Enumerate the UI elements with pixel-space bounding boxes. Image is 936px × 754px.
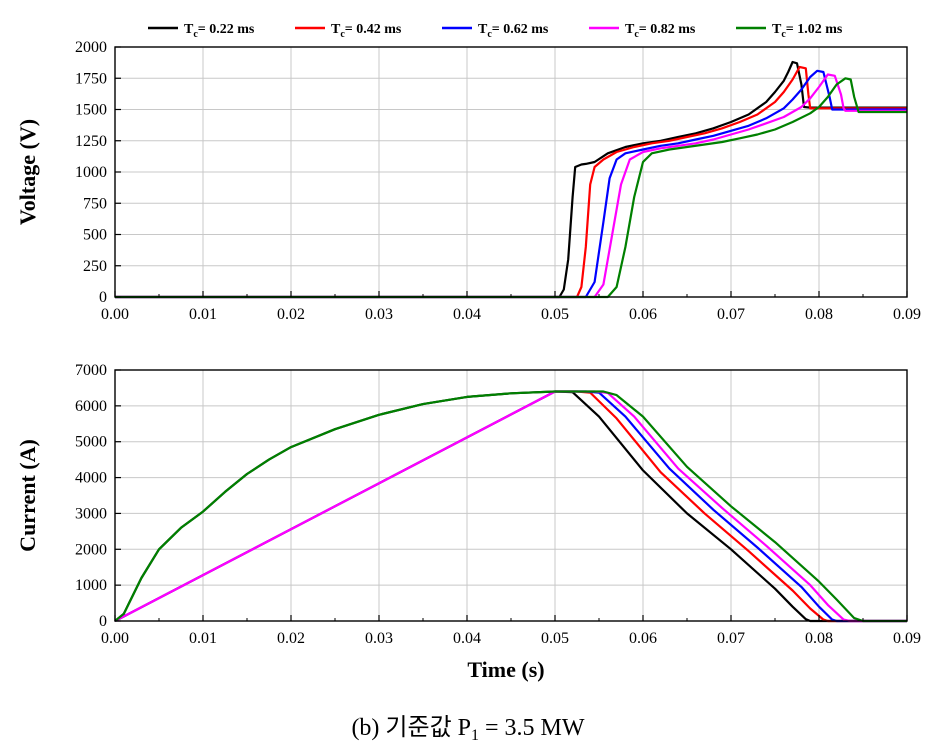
x-tick-label: 0.07 [717,630,745,647]
figure-caption: (b) 기준값 P1 = 3.5 MW [351,714,584,744]
y-tick-label: 1250 [75,133,107,150]
current-panel: 0.00 0.01 0.02 0.03 0.04 0.05 0.06 0.07 0.08 0.09… [15,362,921,682]
x-tick-label: 0.09 [893,306,921,323]
series-line-1 [115,65,907,299]
y-tick-label: 6000 [75,398,107,415]
caption-main: (b) 기준값 P [351,714,471,741]
x-tick-label: 0.02 [277,630,305,647]
legend-label-4: Tc= 1.02 ms [772,22,843,40]
x-tick-label: 0.00 [101,306,129,323]
y-tick-label: 1000 [75,164,107,181]
series-line-0 [115,60,907,299]
x-tick-label: 0.07 [717,306,745,323]
x-tick-label: 0.09 [893,630,921,647]
y-tick-label: 250 [83,258,107,275]
x-tick-label: 0.01 [189,306,217,323]
x-tick-label: 0.03 [365,630,393,647]
y-axis-label: Voltage (V) [15,119,40,225]
y-tick-label: 1750 [75,70,107,87]
y-tick-label: 2000 [75,541,107,558]
x-tick-label: 0.05 [541,630,569,647]
y-tick-label: 3000 [75,505,107,522]
x-axis-label: Time (s) [467,657,544,682]
x-tick-label: 0.03 [365,306,393,323]
y-tick-label: 7000 [75,362,107,379]
x-tick-label: 0.00 [101,630,129,647]
y-axis-label: Current (A) [15,439,40,552]
x-tick-label: 0.05 [541,306,569,323]
series-line-2 [115,69,907,299]
legend-label-1: Tc= 0.42 ms [331,22,402,40]
legend-label-3: Tc= 0.82 ms [625,22,696,40]
y-tick-label: 4000 [75,470,107,487]
x-tick-label: 0.08 [805,630,833,647]
y-tick-label: 5000 [75,434,107,451]
y-tick-label: 750 [83,195,107,212]
plot-area [115,370,907,621]
legend-label-2: Tc= 0.62 ms [478,22,549,40]
y-tick-label: 0 [99,613,107,630]
series-line-3 [115,73,907,299]
y-tick-label: 1000 [75,577,107,594]
series-line-4 [115,77,907,299]
y-tick-label: 0 [99,289,107,306]
x-tick-label: 0.02 [277,306,305,323]
legend: Tc= 0.22 ms Tc= 0.42 ms Tc= 0.62 ms Tc= 0.8… [148,22,843,40]
y-tick-label: 2000 [75,39,107,56]
series-line-4 [114,390,907,623]
x-tick-label: 0.08 [805,306,833,323]
x-tick-label: 0.01 [189,630,217,647]
legend-label-0: Tc= 0.22 ms [184,22,255,40]
y-tick-label: 1500 [75,102,107,119]
caption-sub: 1 [471,727,479,744]
x-tick-label: 0.06 [629,306,657,323]
caption-tail: = 3.5 MW [479,715,585,741]
voltage-panel: 0.00 0.01 0.02 0.03 0.04 0.05 0.06 0.07 0.08 0.09… [15,39,921,323]
x-tick-label: 0.04 [453,630,481,647]
x-tick-label: 0.06 [629,630,657,647]
x-tick-label: 0.04 [453,306,481,323]
y-tick-label: 500 [83,227,107,244]
